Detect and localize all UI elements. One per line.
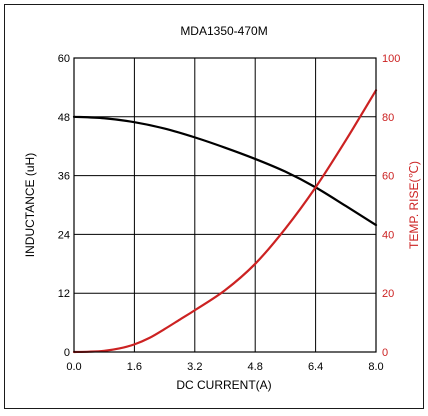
tick-labels: 0.0 1.6 3.2 4.8 6.4 8.0 0 12 24 36 48 60 0 20 40 60 80 10… bbox=[58, 53, 401, 373]
series-layer bbox=[72, 89, 378, 354]
y-right-tick-label: 20 bbox=[382, 288, 394, 300]
plot-border bbox=[73, 57, 377, 353]
x-tick-label: 4.8 bbox=[248, 361, 263, 373]
y-right-tick-label: 100 bbox=[382, 53, 400, 65]
y-right-axis-label: TEMP. RISE(℃) bbox=[407, 161, 421, 249]
grid bbox=[74, 58, 376, 352]
y-right-tick-label: 0 bbox=[382, 347, 388, 359]
y-left-tick-label: 48 bbox=[58, 112, 70, 124]
chart-title: MDA1350-470M bbox=[180, 24, 267, 38]
y-right-tick-label: 80 bbox=[382, 112, 394, 124]
y-left-tick-label: 36 bbox=[58, 171, 70, 183]
y-left-tick-label: 60 bbox=[58, 53, 70, 65]
x-axis-label: DC CURRENT(A) bbox=[176, 378, 271, 392]
y-left-tick-label: 0 bbox=[64, 347, 70, 359]
x-tick-label: 1.6 bbox=[127, 361, 142, 373]
x-tick-label: 0.0 bbox=[66, 361, 81, 373]
x-tick-label: 6.4 bbox=[308, 361, 323, 373]
y-left-axis-label: INDUCTANCE (uH) bbox=[23, 153, 37, 257]
y-right-tick-label: 60 bbox=[382, 171, 394, 183]
y-right-tick-label: 40 bbox=[382, 229, 394, 241]
x-tick-label: 8.0 bbox=[368, 361, 383, 373]
x-tick-label: 3.2 bbox=[187, 361, 202, 373]
inductance-line bbox=[72, 115, 378, 227]
y-left-tick-label: 12 bbox=[58, 288, 70, 300]
temp-rise-line bbox=[72, 89, 378, 354]
y-left-tick-label: 24 bbox=[58, 229, 70, 241]
